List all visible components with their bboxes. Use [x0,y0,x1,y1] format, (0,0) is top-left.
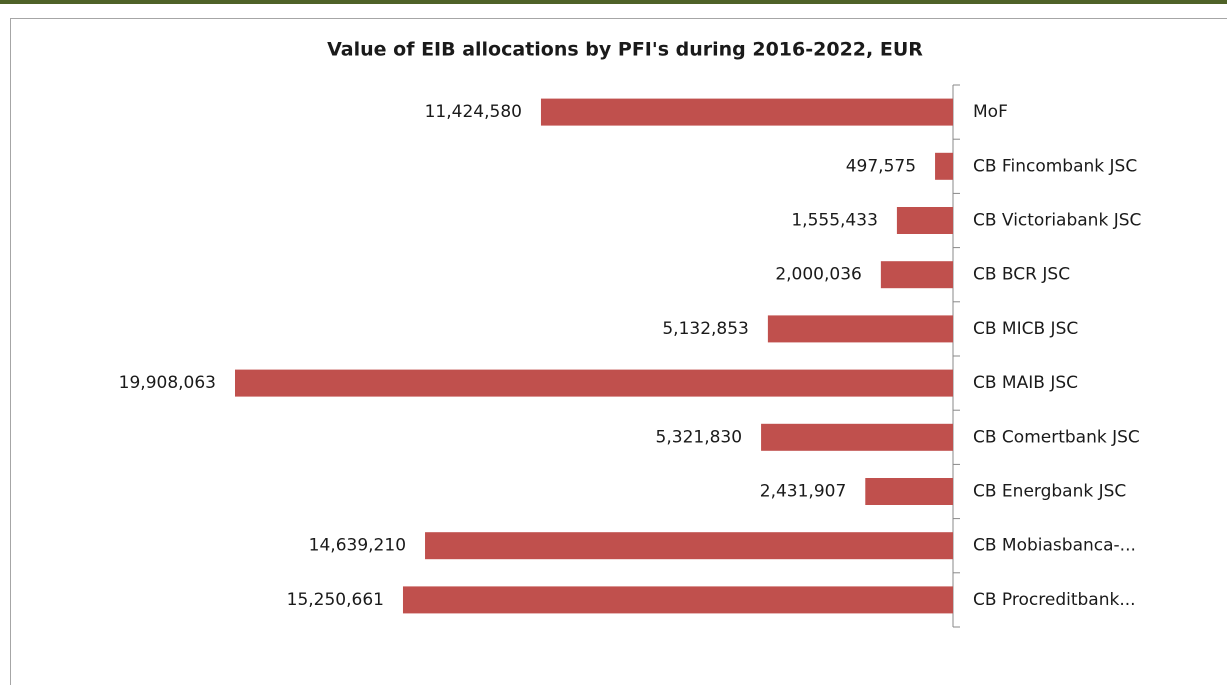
category-label: CB BCR JSC [973,265,1070,285]
chart-frame [10,18,1227,685]
data-label: 14,639,210 [309,536,406,556]
bar [767,315,953,343]
data-label: 5,132,853 [662,319,749,339]
data-label: 1,555,433 [791,211,878,231]
bar [540,98,953,126]
category-label: CB Energbank JSC [973,482,1126,502]
category-label: CB Procreditbank... [973,590,1136,610]
bar [896,207,953,234]
category-label: CB MAIB JSC [973,373,1078,393]
bar [865,478,953,505]
data-label: 497,575 [846,156,916,176]
category-label: CB Fincombank JSC [973,156,1137,176]
data-label: 15,250,661 [287,590,384,610]
chart-title: Value of EIB allocations by PFI's during… [327,39,923,61]
data-label: 11,424,580 [425,102,522,122]
top-rule [0,0,1227,4]
data-label: 2,431,907 [760,482,847,502]
category-label: CB MICB JSC [973,319,1078,339]
bar [235,369,953,397]
data-label: 5,321,830 [656,427,743,447]
data-label: 2,000,036 [775,265,862,285]
bar [935,152,953,180]
bar [761,423,953,451]
bar [880,261,953,289]
category-label: CB Comertbank JSC [973,427,1140,447]
bar [425,532,953,560]
category-label: MoF [973,102,1008,122]
data-label: 19,908,063 [119,373,216,393]
bar [402,586,953,614]
category-label: CB Mobiasbanca-... [973,536,1136,556]
category-label: CB Victoriabank JSC [973,211,1141,231]
